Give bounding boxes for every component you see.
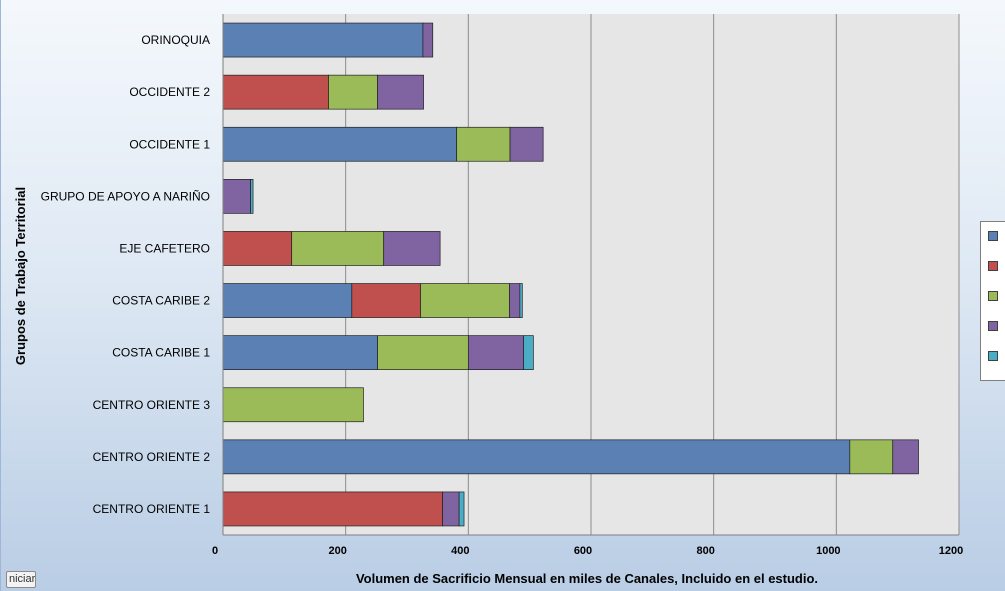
category-label: OCCIDENTE 1 — [129, 137, 210, 151]
x-tick-label: 800 — [696, 545, 714, 557]
category-label: COSTA CARIBE 1 — [112, 346, 210, 360]
bar-segment — [222, 231, 293, 266]
category-label: ORINOQUIA — [141, 33, 210, 47]
legend-item — [988, 259, 1005, 275]
category-label: COSTA CARIBE 2 — [112, 294, 210, 308]
category-label: CENTRO ORIENTE 1 — [93, 502, 211, 516]
bar-segment — [422, 22, 434, 58]
category-label: CENTRO ORIENTE 3 — [93, 398, 211, 412]
bar-segment — [222, 387, 364, 423]
bar-segment — [222, 283, 353, 318]
x-tick-label: 1000 — [816, 545, 840, 557]
legend-swatch — [988, 351, 998, 361]
bar-segment — [442, 491, 460, 527]
iniciar-button[interactable]: niciar — [6, 571, 36, 588]
category-label: OCCIDENTE 2 — [129, 85, 210, 99]
bar-segment — [328, 74, 378, 110]
category-label: CENTRO ORIENTE 2 — [93, 450, 211, 464]
legend-item — [988, 319, 1005, 335]
bar-segment — [523, 335, 534, 370]
category-label: EJE CAFETERO — [119, 241, 210, 255]
bar-segment — [222, 22, 424, 58]
legend-swatch — [988, 231, 998, 241]
bar-segment — [458, 491, 465, 527]
legend-item — [988, 289, 1005, 305]
y-axis-title: Grupos de Trabajo Territorial — [13, 187, 28, 365]
bar-segment — [467, 335, 524, 370]
bar-segment — [377, 74, 424, 110]
x-tick-label: 200 — [328, 545, 346, 557]
bar-segment — [892, 439, 919, 475]
x-tick-label: 400 — [451, 545, 469, 557]
bar-segment — [222, 179, 251, 214]
bar-segment — [222, 74, 329, 110]
legend-swatch — [988, 321, 998, 331]
bar-segment — [222, 335, 378, 370]
bar-segment — [222, 126, 458, 162]
x-axis-title: Volumen de Sacrificio Mensual en miles d… — [356, 571, 818, 586]
x-tick-label: 600 — [574, 545, 592, 557]
x-tick-label: 1200 — [939, 545, 963, 557]
bar-segment — [509, 283, 521, 318]
bar-segment — [351, 283, 421, 318]
legend — [980, 221, 1005, 381]
legend-swatch — [988, 291, 998, 301]
bar-segment — [420, 283, 510, 318]
legend-item — [988, 229, 1005, 245]
bar-segment — [291, 231, 385, 266]
bar-segment — [222, 491, 443, 527]
bar-segment — [849, 439, 894, 475]
bar-segment — [519, 283, 523, 318]
category-label: GRUPO DE APOYO A NARIÑO — [41, 189, 210, 203]
legend-item — [988, 349, 1005, 365]
bar-segment — [456, 126, 511, 162]
bar-segment — [377, 335, 469, 370]
x-tick-label: 0 — [212, 545, 218, 557]
bar-segment — [250, 179, 254, 214]
bar-segment — [509, 126, 544, 162]
legend-swatch — [988, 261, 998, 271]
bar-segment — [383, 231, 441, 266]
bar-segment — [222, 439, 851, 475]
